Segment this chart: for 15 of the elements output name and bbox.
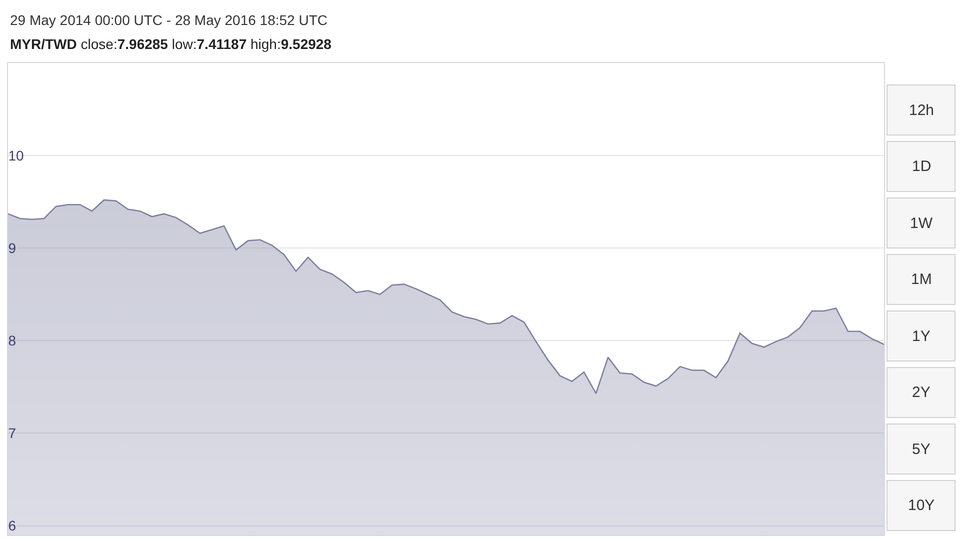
text: 1W [910,215,934,232]
y-tick-label: 6 [8,518,16,534]
chart-title: 29 May 2014 00:00 UTC - 28 May 2016 18:52 UTC [10,12,328,28]
y-tick-label: 10 [8,147,24,164]
text: 1M [911,271,932,288]
text: 12h [909,102,934,119]
y-tick-label: 7 [8,425,16,442]
chart-subtitle: MYR/TWD close:7.96285 low:7.41187 high:9.52928 [10,36,332,52]
text: 1D [912,158,932,175]
text: 5Y [912,441,930,458]
y-tick-label: 9 [8,240,16,256]
text: 2Y [912,384,930,401]
text: 10Y [908,497,935,514]
y-tick-label: 8 [8,332,16,349]
text: 1Y [912,328,930,345]
